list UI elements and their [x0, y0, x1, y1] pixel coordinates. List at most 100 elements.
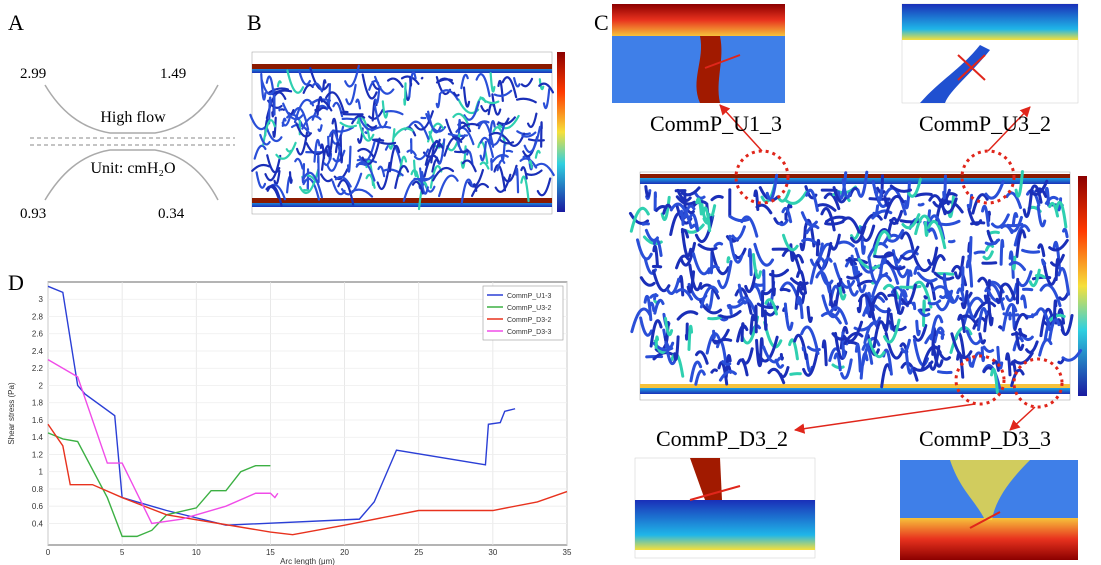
vessel — [542, 87, 551, 110]
simulation-image — [628, 170, 1087, 401]
vessel — [900, 361, 919, 382]
vessel — [402, 178, 425, 202]
vessel — [361, 137, 381, 165]
vessel — [268, 87, 290, 94]
vessel — [679, 241, 697, 267]
vessel — [901, 213, 921, 230]
vessel — [652, 244, 659, 267]
unit-label: Unit: cmH₂O — [90, 160, 175, 177]
vessel — [779, 352, 784, 361]
vessel — [777, 189, 791, 203]
vessel — [651, 264, 663, 269]
vessel — [710, 194, 724, 202]
vessel — [917, 308, 931, 317]
vessel — [1021, 248, 1041, 254]
vessel — [648, 301, 656, 313]
vessel — [718, 309, 742, 319]
vessel — [939, 292, 949, 300]
callout-label: CommP_U3_2 — [919, 111, 1051, 136]
vessel — [630, 307, 652, 334]
vessel — [680, 186, 701, 197]
pressure: 0.93 — [20, 206, 46, 222]
x-tick-label: 20 — [340, 548, 349, 557]
x-axis-label: Arc length (μm) — [280, 557, 335, 565]
vessel — [815, 238, 821, 257]
vessel — [266, 154, 281, 174]
vessel — [462, 86, 471, 108]
vessel — [829, 233, 841, 251]
vessel — [923, 221, 929, 237]
vessel — [713, 338, 733, 345]
vessel — [515, 97, 537, 104]
x-tick-label: 5 — [120, 548, 125, 557]
vessel — [653, 298, 665, 315]
vessel — [366, 123, 377, 129]
vessel — [1035, 307, 1052, 332]
vessel — [914, 192, 933, 198]
vessel — [493, 89, 513, 97]
vessel — [463, 100, 481, 121]
vessel — [843, 331, 864, 345]
x-tick-label: 0 — [46, 548, 51, 557]
vessel — [691, 252, 711, 276]
vessel — [654, 205, 668, 212]
vessel — [873, 252, 895, 259]
y-tick-label: 1.2 — [32, 450, 44, 459]
vessel — [498, 114, 520, 130]
vessel — [286, 69, 305, 94]
vessel — [411, 180, 424, 195]
vessel — [413, 148, 430, 161]
vessel — [1055, 200, 1068, 229]
x-tick-label: 15 — [266, 548, 275, 557]
vessel — [922, 299, 926, 327]
vessel — [845, 340, 860, 346]
vessel — [654, 335, 660, 349]
vessel — [699, 285, 719, 309]
vessel — [707, 315, 723, 321]
vessel — [815, 203, 837, 212]
vessel — [691, 223, 700, 232]
vessel — [998, 325, 1003, 330]
vessel — [498, 138, 515, 145]
vessel — [371, 138, 385, 142]
vessel — [479, 96, 500, 105]
vessel — [767, 367, 786, 385]
vessel — [383, 110, 404, 116]
vessel — [900, 231, 916, 256]
vessel — [1013, 312, 1029, 331]
vessel — [949, 326, 973, 354]
vessel — [295, 122, 312, 138]
vessel — [904, 351, 914, 375]
vessel — [328, 130, 341, 152]
vessel — [973, 250, 986, 255]
vessel — [538, 78, 545, 91]
vessel — [262, 119, 276, 146]
line-chart: 0 5 10 15 20 25 30 35 0.4 0.6 0.8 1 1.2 1.4 1.6 1.8 2 2.2… — [7, 281, 572, 565]
vessel — [356, 158, 378, 164]
vessel — [489, 71, 496, 93]
vessel — [796, 296, 804, 320]
vessel — [831, 363, 845, 370]
vessel — [673, 335, 680, 361]
vessel — [749, 313, 756, 335]
vessel — [534, 162, 555, 177]
vessel — [927, 246, 939, 266]
vessel — [1060, 314, 1074, 336]
vessel — [649, 319, 663, 348]
vessel — [453, 149, 470, 154]
vessel — [487, 123, 506, 146]
vessel — [318, 106, 327, 112]
vessel — [990, 213, 1010, 229]
vessel — [406, 149, 417, 157]
vessel — [923, 295, 928, 300]
vessel — [271, 89, 293, 95]
vessel — [534, 149, 541, 159]
vessel — [440, 89, 459, 101]
vessel — [925, 280, 937, 301]
vessel — [755, 338, 763, 368]
vessel — [1048, 318, 1061, 341]
vessel — [320, 144, 332, 171]
vessel — [521, 131, 537, 138]
vessel — [819, 269, 834, 286]
y-tick-label: 2 — [39, 381, 44, 390]
